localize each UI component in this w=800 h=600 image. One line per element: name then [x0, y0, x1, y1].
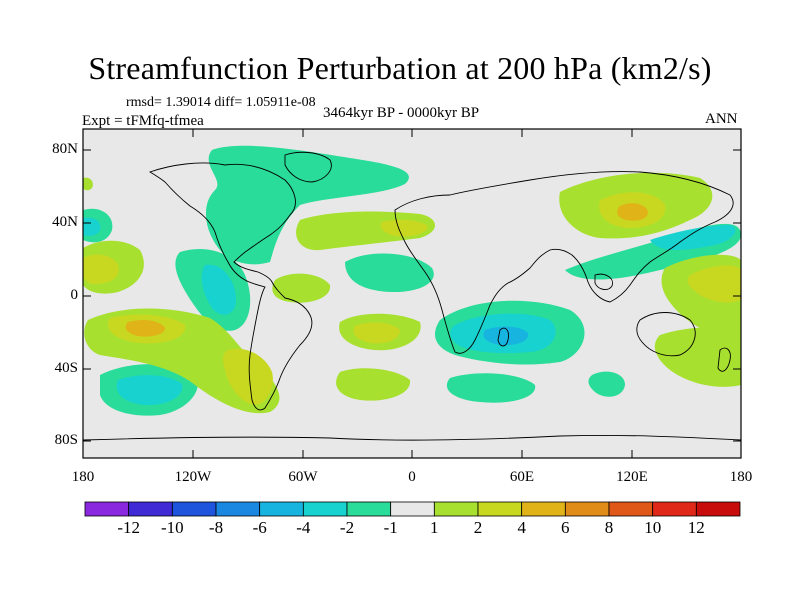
colorbar-box: [128, 501, 173, 517]
contour-neg-west-pacific-core: [83, 217, 101, 236]
colorbar-label: 4: [517, 518, 526, 537]
greenland-coastline: [284, 151, 332, 183]
lat-tick-label-80s: 80S: [54, 432, 78, 448]
lon-tick-label-60e: 60E: [509, 469, 535, 485]
contour-pos-central-pacific-core: [687, 265, 741, 303]
antarctica-coastline: [83, 435, 741, 441]
madagascar-coastline: [497, 327, 509, 347]
colorbar-box: [215, 501, 261, 517]
contour-pos-small-west: [83, 177, 93, 191]
colorbar-box: [521, 501, 566, 517]
stats-line: rmsd= 1.39014 diff= 1.05911e-08: [126, 95, 316, 110]
colorbar-box: [346, 501, 392, 517]
colorbar-box: [564, 501, 610, 517]
colorbar-box: [433, 501, 479, 517]
colorbar-box: [171, 501, 217, 517]
colorbar-label: -1: [383, 518, 398, 537]
contour-pos-asia-peak: [617, 203, 648, 221]
contour-neg-north-pacific-core: [650, 225, 736, 250]
eurasia-africa-coastline: [394, 171, 734, 354]
contour-pos-argentina: [223, 348, 273, 405]
contour-pos-south-atlantic-core: [353, 322, 400, 344]
contour-pos-south-pacific-peak: [125, 320, 165, 337]
colorbar-box: [695, 501, 741, 517]
axis-ticks: [83, 129, 741, 458]
colorbar-box: [477, 501, 523, 517]
southeast-asia-islands: [594, 273, 613, 290]
lon-tick-label-0: 0: [408, 469, 416, 485]
experiment-label: Expt = tFMfq-tfmea: [82, 113, 204, 129]
colorbar-box: [652, 501, 697, 517]
colorbar-box: [302, 501, 348, 517]
contour-neg-north-america: [205, 145, 409, 265]
lat-tick-label-0: 0: [70, 287, 79, 303]
contour-pos-west-pacific-core: [83, 254, 119, 284]
period-label: 3464kyr BP - 0000kyr BP: [323, 105, 480, 121]
new-zealand-coastline: [717, 347, 731, 372]
colorbar-label: 6: [561, 518, 570, 537]
colorbar-box: [390, 501, 435, 517]
colorbar-label: -12: [117, 518, 141, 537]
contour-neg-tropical-pacific-core: [201, 264, 236, 315]
coastlines: [83, 151, 741, 441]
colorbar-box: [259, 501, 304, 517]
lon-tick-label-180w: 180: [71, 469, 95, 485]
colorbar: [84, 501, 741, 517]
colorbar-label: -10: [160, 518, 184, 537]
colorbar-label: -6: [252, 518, 267, 537]
map-title: Streamfunction Perturbation at 200 hPa (…: [88, 50, 712, 86]
contour-neg-southern-indian: [446, 373, 536, 403]
contour-pos-south-atlantic-lat40s: [336, 368, 411, 401]
colorbar-box: [608, 501, 654, 517]
contour-neg-atlantic: [345, 253, 434, 292]
colorbar-label: 8: [604, 518, 614, 537]
contour-neg-south-pacific-core: [116, 375, 183, 406]
colorbar-label: -8: [208, 518, 224, 537]
lon-tick-label-180e: 180: [729, 469, 753, 485]
americas-coastline: [148, 162, 313, 411]
contour-neg-southern-australia: [588, 371, 625, 397]
colorbar-label: -4: [296, 518, 311, 537]
lon-tick-label-120w: 120W: [174, 469, 212, 485]
colorbar-label: -2: [339, 518, 355, 537]
contour-pos-mediterranean: [380, 219, 428, 237]
colorbar-box: [84, 501, 130, 517]
colorbar-label: 10: [644, 518, 662, 537]
contour-pos-south-america-north: [272, 273, 331, 303]
contour-fill-layer: [83, 145, 741, 416]
season-label: ANN: [705, 111, 738, 127]
colorbar-label: 12: [687, 518, 705, 537]
colorbar-label: 2: [473, 518, 483, 537]
lon-tick-label-120e: 120E: [616, 469, 648, 485]
lon-tick-label-60w: 60W: [288, 469, 318, 485]
lat-tick-label-40n: 40N: [52, 214, 78, 230]
contour-pos-southwest-pacific: [654, 327, 741, 387]
australia-coastline: [636, 312, 696, 357]
lat-tick-label-80n: 80N: [52, 141, 78, 157]
colorbar-label: 1: [430, 518, 439, 537]
contour-neg-indian-ocean-peak: [483, 326, 529, 346]
lat-tick-label-40s: 40S: [54, 360, 78, 376]
